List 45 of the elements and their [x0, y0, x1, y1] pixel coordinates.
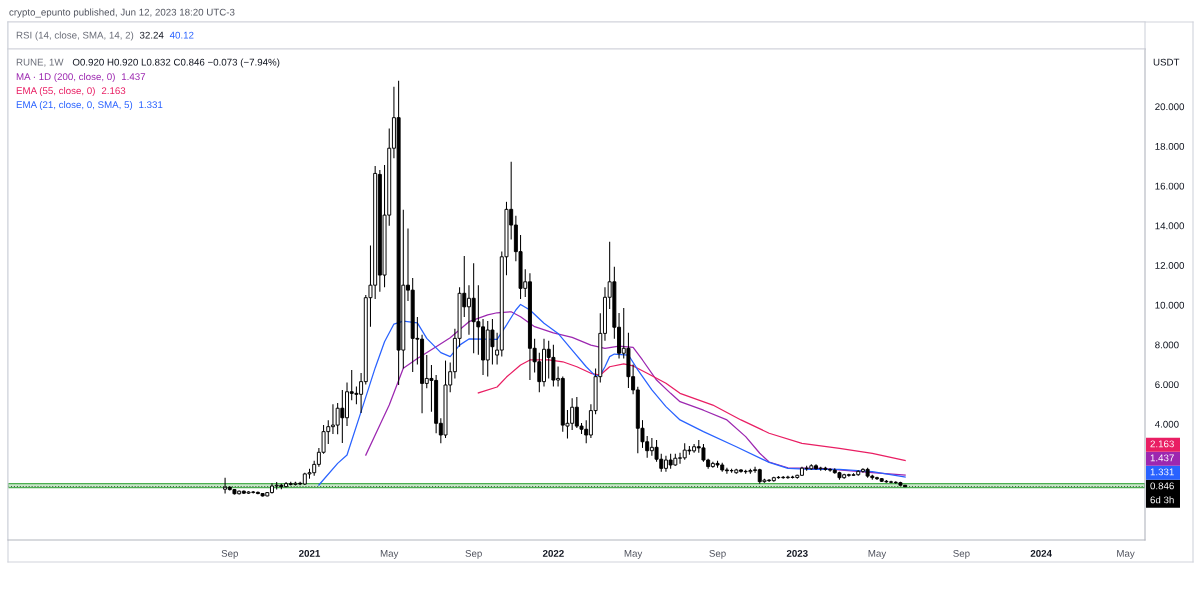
x-tick-label: Sep [465, 549, 482, 559]
line-series [365, 311, 906, 476]
text: 1.437 [1150, 454, 1174, 462]
y-tick-label: 12.000 [1155, 262, 1185, 269]
x-tick-label: Sep [221, 549, 239, 559]
text: crypto_epunto published, Jun 12, 2023 18:20 UTC-3 [9, 8, 235, 18]
candlestick [335, 402, 340, 435]
y-tick-label: 6.000 [1155, 381, 1179, 389]
annotation: 1.331 [139, 101, 163, 109]
y-tick-label: 8.000 [1155, 341, 1179, 349]
text: 6d 3h [1150, 496, 1174, 504]
candlestick [471, 262, 476, 354]
text: 40.12 [169, 31, 194, 39]
annotation: 1.437 [121, 73, 146, 81]
x-tick-label: Sep [953, 549, 970, 559]
y-tick-label: 4.000 [1154, 420, 1179, 428]
x-tick-label: May [380, 550, 399, 559]
y-tick-label: 16.000 [1155, 182, 1185, 190]
text: RSI (14, close, SMA, 14, 2) [16, 31, 134, 41]
line-series [318, 303, 906, 486]
x-tick-label: Sep [709, 549, 726, 559]
x-tick-label: 2024 [1030, 549, 1052, 557]
y-tick-label: 14.000 [1155, 222, 1185, 230]
x-tick-label: May [624, 550, 643, 559]
x-tick-label: May [868, 550, 887, 559]
annotation: 2.163 [101, 87, 126, 95]
x-tick-label: May [1117, 550, 1135, 559]
text: 32.24 [139, 31, 164, 39]
ref-line-label: 0.846 [1150, 482, 1174, 490]
text: EMA (21, close, 0, SMA, 5) [16, 100, 133, 111]
candlestick [490, 318, 495, 366]
text: O0.920 H0.920 L0.832 C0.846 −0.073 (−7.94%) [72, 58, 280, 68]
y-tick-label: 10.000 [1155, 301, 1185, 309]
y-tick-label: 20.000 [1155, 103, 1185, 111]
candlestick [551, 344, 556, 387]
text: EMA (55, close, 0) [16, 86, 95, 97]
text: RUNE, 1W [16, 58, 64, 67]
x-tick-label: 2023 [786, 549, 808, 557]
text: MA · 1D (200, close, 0) [16, 72, 115, 83]
y-tick-label: 18.000 [1155, 142, 1185, 150]
x-tick-label: 2022 [542, 549, 564, 557]
text: 1.331 [1150, 468, 1174, 476]
y-axis-title: USDT [1153, 58, 1180, 66]
x-tick-label: 2021 [299, 549, 321, 557]
text: 2.163 [1150, 440, 1174, 448]
